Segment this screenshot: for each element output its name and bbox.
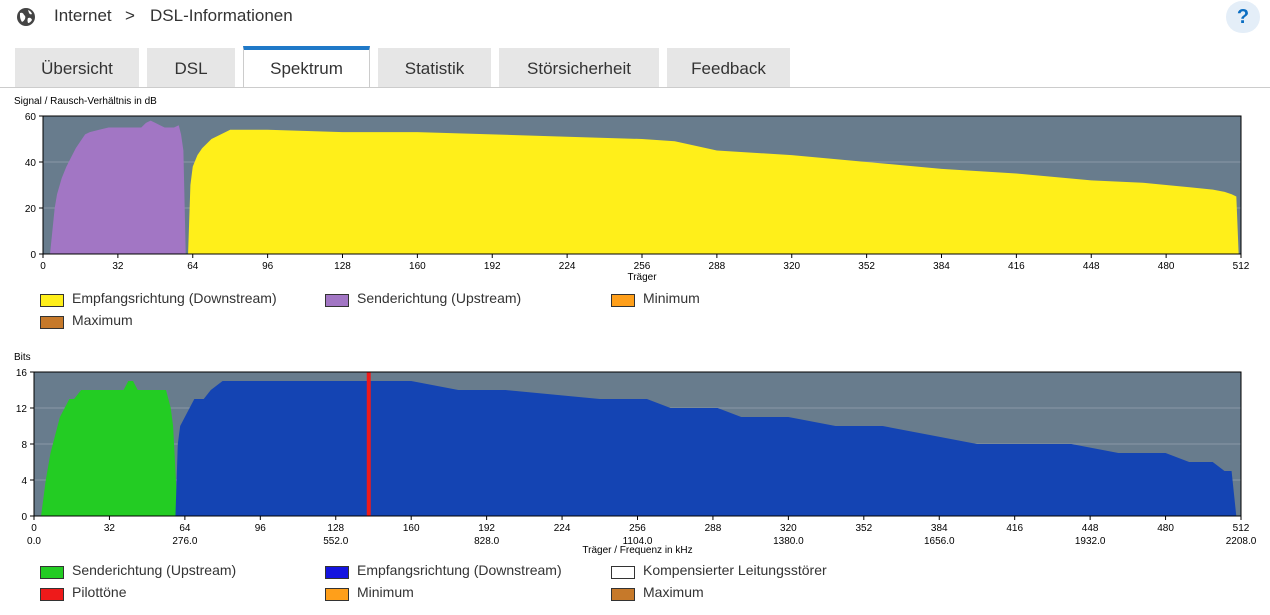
legend-label: Minimum	[357, 584, 414, 600]
x-tick-label: 448	[1082, 523, 1099, 534]
tab-stoersicherheit[interactable]: Störsicherheit	[499, 48, 659, 88]
snr-chart: 0 20 40 60 0 32 64 96 128 160 192 224 256 288 320 352 38…	[25, 112, 1250, 283]
x-tick-label: 352	[858, 261, 875, 272]
legend-label: Senderichtung (Upstream)	[72, 562, 237, 578]
x-tick-label-khz: 1656.0	[924, 536, 955, 547]
x-tick-label: 320	[783, 261, 800, 272]
legend-swatch	[40, 316, 64, 329]
bits-ylabel: Bits	[14, 352, 31, 363]
legend-label: Empfangsrichtung (Downstream)	[72, 290, 277, 306]
x-tick-label: 480	[1158, 261, 1175, 272]
x-tick-label-khz: 1104.0	[623, 536, 653, 547]
series-area	[188, 129, 1239, 254]
x-axis-label: Träger	[627, 272, 657, 283]
legend-swatch	[40, 294, 64, 307]
legend-swatch	[611, 566, 635, 579]
tab-divider	[0, 87, 1270, 88]
legend-label: Minimum	[643, 290, 700, 306]
legend-swatch	[611, 294, 635, 307]
chevron-right-icon: >	[125, 6, 135, 25]
snr-ylabel: Signal / Rausch-Verhältnis in dB	[14, 96, 157, 107]
y-tick-label: 12	[16, 404, 28, 415]
series-area	[41, 381, 178, 516]
x-tick-label: 256	[634, 261, 651, 272]
y-tick-label: 16	[16, 368, 28, 379]
x-tick-label: 96	[262, 261, 274, 272]
x-tick-label-khz: 2208.0	[1226, 536, 1257, 547]
x-tick-label: 96	[255, 523, 267, 534]
x-tick-label: 224	[559, 261, 576, 272]
y-tick-label: 8	[21, 440, 27, 451]
x-tick-label-khz: 1932.0	[1075, 536, 1106, 547]
legend-label: Pilottöne	[72, 584, 127, 600]
x-tick-label-khz: 0.0	[27, 536, 41, 547]
x-tick-label: 192	[484, 261, 501, 272]
x-tick-label: 160	[409, 261, 426, 272]
x-axis-label: Träger / Frequenz in kHz	[582, 545, 692, 556]
x-tick-label: 32	[112, 261, 124, 272]
y-tick-label: 20	[25, 204, 37, 215]
x-tick-label: 0	[40, 261, 46, 272]
legend-swatch	[325, 588, 349, 601]
series-area	[50, 120, 186, 254]
breadcrumb-current: DSL-Informationen	[150, 6, 293, 25]
x-tick-label: 480	[1157, 523, 1174, 534]
bits-legend: Senderichtung (Upstream) Empfangsrichtun…	[40, 562, 890, 608]
tab-uebersicht[interactable]: Übersicht	[15, 48, 139, 88]
x-tick-label-khz: 552.0	[323, 536, 348, 547]
x-tick-label: 384	[933, 261, 950, 272]
x-tick-label: 384	[931, 523, 948, 534]
globe-icon	[17, 8, 35, 26]
legend-swatch	[325, 294, 349, 307]
legend-label: Maximum	[72, 312, 133, 328]
tab-statistik[interactable]: Statistik	[378, 48, 491, 88]
x-tick-label-khz: 828.0	[474, 536, 499, 547]
x-tick-label: 288	[709, 261, 726, 272]
tab-bar: Übersicht DSL Spektrum Statistik Störsic…	[0, 46, 1270, 88]
snr-legend: Empfangsrichtung (Downstream) Sendericht…	[40, 290, 840, 332]
legend-swatch	[325, 566, 349, 579]
y-tick-label: 0	[21, 512, 27, 523]
x-tick-label-khz: 1380.0	[773, 536, 804, 547]
x-tick-label: 160	[403, 523, 420, 534]
x-tick-label: 448	[1083, 261, 1100, 272]
x-tick-label: 128	[334, 261, 351, 272]
x-tick-label: 224	[554, 523, 571, 534]
series-area	[175, 381, 1237, 516]
y-tick-label: 60	[25, 112, 37, 123]
legend-label: Kompensierter Leitungsstörer	[643, 562, 827, 578]
tab-feedback[interactable]: Feedback	[667, 48, 790, 88]
x-tick-label: 288	[705, 523, 722, 534]
pilot-tone-marker	[366, 372, 371, 516]
x-tick-label: 416	[1008, 261, 1025, 272]
y-tick-label: 0	[30, 250, 36, 261]
x-tick-label: 320	[780, 523, 797, 534]
x-tick-label: 256	[629, 523, 646, 534]
x-tick-label: 512	[1233, 261, 1250, 272]
x-tick-label: 32	[104, 523, 116, 534]
x-tick-label-khz: 276.0	[172, 536, 197, 547]
tab-dsl[interactable]: DSL	[147, 48, 235, 88]
breadcrumb-home[interactable]: Internet	[54, 6, 112, 25]
x-tick-label: 64	[187, 261, 199, 272]
legend-label: Empfangsrichtung (Downstream)	[357, 562, 562, 578]
y-tick-label: 40	[25, 158, 37, 169]
help-icon[interactable]: ?	[1226, 1, 1260, 33]
x-tick-label: 512	[1233, 523, 1250, 534]
legend-swatch	[611, 588, 635, 601]
x-tick-label: 0	[31, 523, 37, 534]
x-tick-label: 192	[478, 523, 495, 534]
legend-label: Senderichtung (Upstream)	[357, 290, 522, 306]
x-tick-label: 64	[179, 523, 191, 534]
x-tick-label: 352	[855, 523, 872, 534]
page-header: Internet > DSL-Informationen ?	[0, 0, 1270, 36]
x-tick-label: 416	[1006, 523, 1023, 534]
x-tick-label: 128	[327, 523, 344, 534]
legend-swatch	[40, 588, 64, 601]
legend-label: Maximum	[643, 584, 704, 600]
y-tick-label: 4	[21, 476, 27, 487]
legend-swatch	[40, 566, 64, 579]
tab-spektrum[interactable]: Spektrum	[243, 46, 370, 88]
